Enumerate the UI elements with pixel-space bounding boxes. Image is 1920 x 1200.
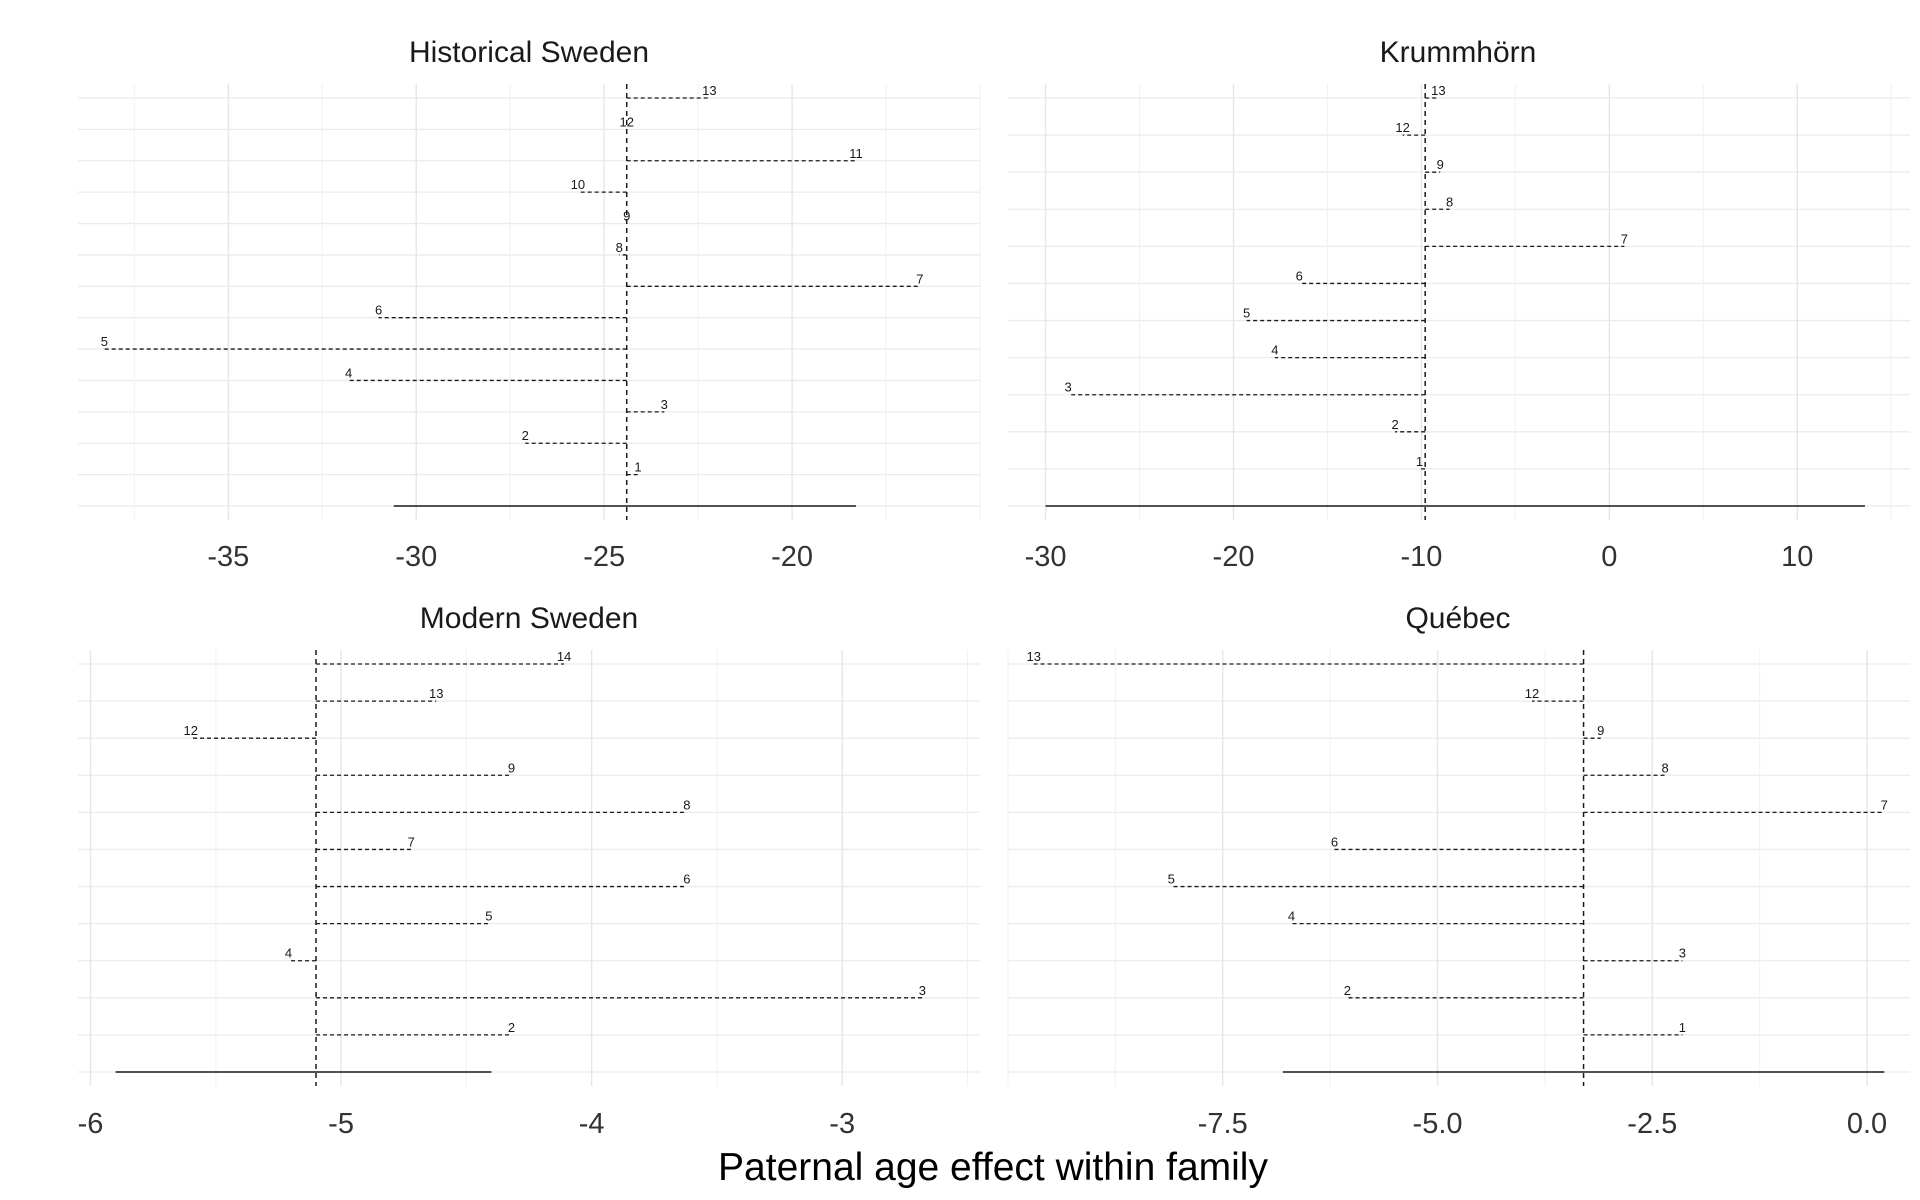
point-label-5: 5 (101, 334, 108, 349)
point-label-12: 12 (1525, 686, 1539, 701)
x-tick-label: -7.5 (1198, 1108, 1248, 1140)
point-label-3: 3 (919, 983, 926, 998)
x-tick-label: -10 (1400, 541, 1442, 573)
x-tick-label: -6 (78, 1108, 104, 1140)
x-tick-label: -30 (1025, 541, 1067, 573)
point-label-6: 6 (1331, 834, 1338, 849)
point-label-9: 9 (1437, 157, 1444, 172)
point-label-8: 8 (1446, 194, 1453, 209)
point-label-8: 8 (683, 797, 690, 812)
grid (78, 650, 980, 1086)
x-tick-label: 0 (1601, 541, 1617, 573)
panel-modern-sweden: Modern Sweden 2 3 4 5 6 7 8 9 12 13 14 -6 -5 -4 -3 (78, 602, 980, 1140)
point-label-12: 12 (619, 114, 633, 129)
point-label-7: 7 (408, 834, 415, 849)
panel-title: Modern Sweden (420, 602, 638, 635)
x-tick-label: -25 (583, 541, 625, 573)
x-tick-label: -20 (1213, 541, 1255, 573)
point-label-13: 13 (429, 686, 443, 701)
grid (1007, 650, 1910, 1086)
point-label-5: 5 (1243, 306, 1250, 321)
point-label-5: 5 (485, 909, 492, 924)
x-tick-label: -20 (771, 541, 813, 573)
panel-title: Historical Sweden (409, 36, 649, 69)
point-label-4: 4 (1288, 909, 1295, 924)
panel-title: Krummhörn (1380, 36, 1537, 69)
point-label-12: 12 (184, 723, 198, 738)
point-label-9: 9 (623, 209, 630, 224)
point-label-6: 6 (1296, 268, 1303, 283)
point-label-8: 8 (616, 240, 623, 255)
point-label-13: 13 (702, 83, 716, 98)
point-label-6: 6 (375, 303, 382, 318)
panel-title: Québec (1405, 602, 1510, 635)
point-label-3: 3 (661, 397, 668, 412)
point-label-13: 13 (1027, 649, 1041, 664)
point-label-3: 3 (1065, 380, 1072, 395)
point-label-5: 5 (1168, 872, 1175, 887)
point-label-1: 1 (1679, 1020, 1686, 1035)
x-tick-label: 0.0 (1847, 1108, 1887, 1140)
x-tick-label: -3 (829, 1108, 855, 1140)
x-tick-label: -30 (395, 541, 437, 573)
point-label-2: 2 (1391, 417, 1398, 432)
point-label-14: 14 (557, 649, 571, 664)
point-label-11: 11 (849, 146, 863, 161)
x-tick-label: -35 (207, 541, 249, 573)
x-tick-label: -4 (579, 1108, 605, 1140)
point-label-4: 4 (285, 946, 292, 961)
point-label-12: 12 (1395, 120, 1409, 135)
point-label-6: 6 (683, 872, 690, 887)
point-label-1: 1 (634, 460, 641, 475)
point-label-2: 2 (1344, 983, 1351, 998)
point-label-9: 9 (1597, 723, 1604, 738)
point-label-4: 4 (1271, 343, 1278, 358)
x-tick-label: -5 (328, 1108, 354, 1140)
x-axis-title: Paternal age effect within family (718, 1146, 1268, 1189)
x-tick-label: -5.0 (1413, 1108, 1463, 1140)
point-label-2: 2 (522, 428, 529, 443)
point-label-1: 1 (1416, 454, 1423, 469)
point-label-2: 2 (508, 1020, 515, 1035)
point-label-7: 7 (1881, 797, 1888, 812)
grid (78, 84, 981, 520)
x-tick-label: -2.5 (1627, 1108, 1677, 1140)
x-tick-label: 10 (1781, 541, 1813, 573)
point-label-4: 4 (345, 365, 352, 380)
point-label-8: 8 (1662, 760, 1669, 775)
point-label-7: 7 (916, 271, 923, 286)
point-label-7: 7 (1621, 231, 1628, 246)
point-label-3: 3 (1679, 946, 1686, 961)
point-label-9: 9 (508, 760, 515, 775)
grid (1008, 84, 1910, 520)
point-label-13: 13 (1431, 83, 1445, 98)
point-label-10: 10 (571, 177, 585, 192)
